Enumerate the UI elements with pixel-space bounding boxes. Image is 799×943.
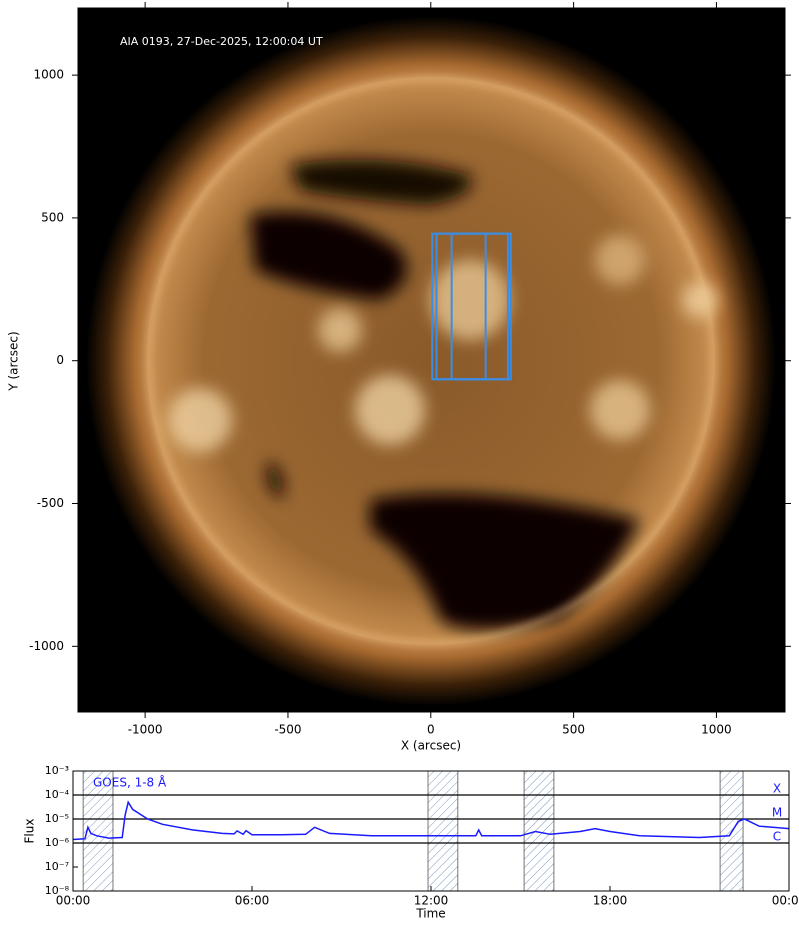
y-tick-label: 0 [56,353,64,367]
x-tick-label: -500 [274,723,301,737]
class-label: X [773,782,781,796]
x-tick-label: 500 [562,723,585,737]
x-tick-label: -1000 [128,723,163,737]
y-tick-label: 10⁻⁶ [45,836,70,849]
y-tick-label: 10⁻⁷ [45,860,69,873]
y-tick-label: 10⁻⁵ [45,812,69,825]
x-tick-label: 00:00 [772,894,799,908]
x-tick-label: 12:00 [414,894,449,908]
y-tick-label: 10⁻⁸ [45,884,70,897]
sun-image [78,8,785,712]
y-axis-label: Y (arcsec) [7,331,21,391]
y-tick-label: 1000 [33,68,64,82]
y-tick-label: 10⁻³ [45,764,69,777]
x-axis-label: X (arcsec) [401,739,461,753]
y-tick-label: 500 [41,210,64,224]
y-tick-label: -500 [37,496,64,510]
y-tick-label: 10⁻⁴ [45,788,70,801]
x-tick-label: 06:00 [235,894,270,908]
y-tick-label: -1000 [29,639,64,653]
x-tick-label: 0 [427,723,435,737]
x-tick-label: 18:00 [593,894,628,908]
x-tick-label: 00:00 [56,894,91,908]
goes-plot-area [73,771,789,891]
goes-curve [73,800,789,841]
y-axis-label: Flux [23,819,37,844]
image-title: AIA 0193, 27-Dec-2025, 12:00:04 UT [120,35,323,48]
hatched-interval [523,771,555,891]
class-label: M [772,806,782,820]
hatched-interval [427,771,459,891]
legend-label: GOES, 1-8 Å [93,775,167,790]
region-box [450,232,487,381]
x-axis-label: Time [415,907,445,921]
hatched-interval [82,771,114,891]
class-label: C [773,830,781,844]
top-frame [77,7,786,713]
x-tick-label: 1000 [701,723,732,737]
